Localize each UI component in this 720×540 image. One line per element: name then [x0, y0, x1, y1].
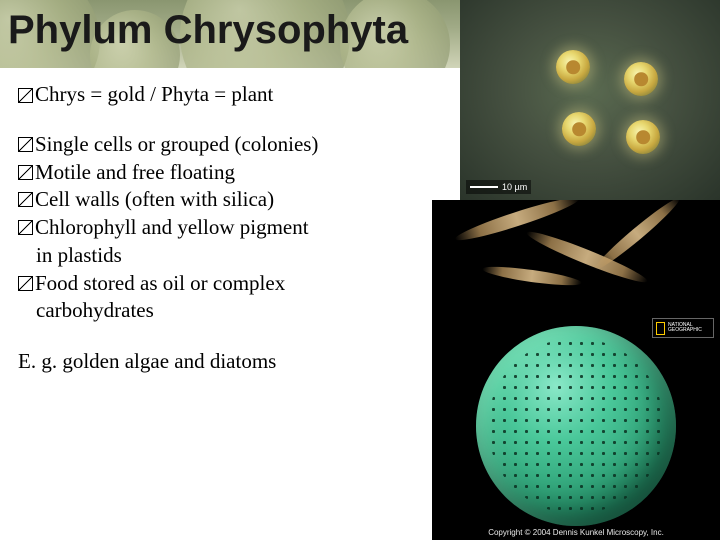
micrograph-diatom-disc: NATIONAL GEOGRAPHIC Copyright © 2004 Den… [432, 312, 720, 540]
scale-line-icon [470, 186, 498, 188]
natgeo-frame-icon [656, 322, 665, 335]
algae-cell-nucleus [634, 72, 648, 86]
bullet-list: Single cells or grouped (colonies) Motil… [18, 131, 438, 325]
natgeo-logo: NATIONAL GEOGRAPHIC [652, 318, 714, 338]
algae-cell-nucleus [566, 60, 580, 74]
micrograph-golden-algae: 10 µm [460, 0, 720, 200]
bullet-icon [18, 192, 33, 207]
algae-cell [626, 120, 660, 154]
bullet-icon [18, 137, 33, 152]
bullet-text: Single cells or grouped (colonies) [35, 131, 438, 159]
bullet-text: Cell walls (often with silica) [35, 186, 438, 214]
diatom-disc [476, 326, 676, 526]
bullet-text: Motile and free floating [35, 159, 438, 187]
micrograph-background [460, 0, 720, 200]
scale-label: 10 µm [502, 182, 527, 192]
page-title: Phylum Chrysophyta [8, 8, 408, 53]
bullet-continuation: in plastids [36, 242, 438, 270]
scale-bar: 10 µm [466, 180, 531, 194]
bullet-text: Chlorophyll and yellow pigment [35, 214, 438, 242]
algae-cell [556, 50, 590, 84]
bullet-icon [18, 88, 33, 103]
algae-cell-nucleus [636, 130, 650, 144]
etymology-text: Chrys = gold / Phyta = plant [35, 82, 438, 107]
natgeo-line2: GEOGRAPHIC [668, 328, 702, 334]
bullet-continuation: carbohydrates [36, 297, 438, 325]
copyright-text: Copyright © 2004 Dennis Kunkel Microscop… [432, 528, 720, 537]
diatom-pores [488, 338, 664, 514]
bullet-icon [18, 165, 33, 180]
algae-cell [624, 62, 658, 96]
micrograph-diatoms-elongate [432, 200, 720, 312]
elongate-diatom [453, 200, 581, 246]
natgeo-text: NATIONAL GEOGRAPHIC [668, 323, 702, 334]
bullet-icon [18, 276, 33, 291]
bullet-icon [18, 220, 33, 235]
algae-cell-nucleus [572, 122, 586, 136]
elongate-diatom [591, 200, 683, 274]
example-text: E. g. golden algae and diatoms [18, 349, 438, 374]
content-area: Chrys = gold / Phyta = plant Single cell… [18, 82, 438, 374]
bullet-text: Food stored as oil or complex [35, 270, 438, 298]
elongate-diatom [482, 263, 583, 289]
algae-cell [562, 112, 596, 146]
